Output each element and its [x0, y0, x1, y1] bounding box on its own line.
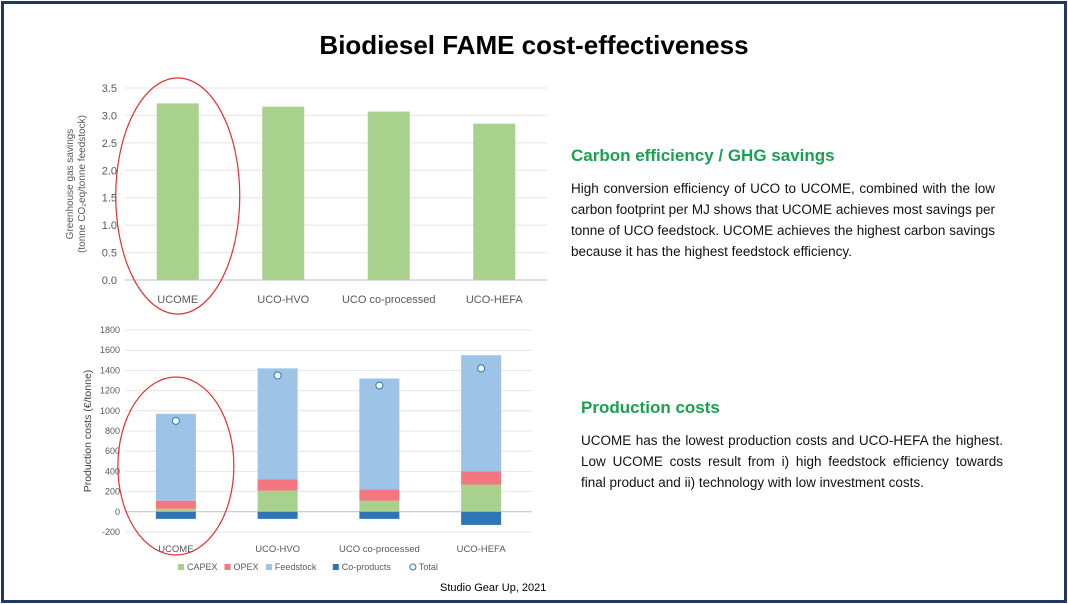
bar-segment-capex [257, 490, 298, 512]
legend-swatch [265, 564, 272, 570]
legend-item: OPEX [234, 562, 259, 572]
legend-swatch [178, 564, 184, 570]
total-marker [477, 364, 486, 373]
ghg-savings-chart: 0.0 0.5 1.0 1.5 2.0 2.5 3.0 3.5 UCOME UCO-HVO UCO … [65, 77, 547, 315]
y-tick-label: 3.5 [102, 83, 117, 95]
x-tick-label: UCO co-processed [339, 544, 420, 555]
bar-segment-feedstock [461, 355, 502, 472]
bar-segment-capex [359, 500, 400, 512]
bar-segment-opex [155, 500, 196, 509]
y-tick-label: 1600 [100, 345, 120, 355]
bar-segment-capex [461, 484, 502, 512]
legend-item: CAPEX [187, 562, 218, 572]
y-tick-label: 0.0 [102, 275, 117, 287]
bar-segment-co-products [257, 511, 298, 519]
legend-swatch [409, 563, 417, 571]
x-tick-label: UCOME [157, 294, 198, 306]
legend-item: Total [419, 562, 438, 572]
y-tick-label: 0 [115, 507, 120, 517]
bar-segment-co-products [155, 511, 196, 519]
total-marker [273, 371, 282, 380]
y-tick-label: 1.0 [102, 220, 117, 232]
legend-swatch [224, 564, 231, 570]
y-tick-label: 800 [105, 426, 120, 436]
y-tick-label: 1800 [100, 325, 120, 335]
bar-segment-co-products [359, 511, 400, 519]
highlight-circle [117, 376, 235, 556]
highlight-circle [115, 77, 241, 315]
bar-segment-feedstock [257, 368, 298, 480]
carbon-efficiency-text: High conversion efficiency of UCO to UCO… [571, 181, 995, 259]
legend-swatch [332, 564, 339, 570]
y-tick-label: 400 [105, 466, 120, 476]
bar-uco-hefa [473, 123, 516, 281]
y-tick-label: 2.5 [102, 138, 117, 150]
y-tick-label: 1.5 [102, 193, 117, 205]
x-tick-label: UCO-HVO [255, 544, 300, 555]
bar-segment-opex [461, 471, 502, 485]
bar-uco-co-processed [367, 111, 410, 281]
bar-uco-hvo [262, 106, 305, 280]
x-tick-label: UCO-HVO [257, 294, 309, 306]
slide-title: Biodiesel FAME cost-effectiveness [319, 30, 749, 60]
y-tick-label: 1200 [100, 386, 120, 396]
y-axis-label: Production costs (€/tonne) [82, 370, 94, 493]
y-tick-label: -200 [102, 527, 120, 537]
y-tick-label: 3.0 [102, 110, 117, 122]
legend-item: Co-products [342, 562, 392, 572]
y-tick-label: 2.0 [102, 165, 117, 177]
bar-ucome [156, 103, 199, 280]
bar-segment-opex [359, 489, 400, 501]
bar-segment-opex [257, 479, 298, 491]
bar-segment-feedstock [155, 413, 196, 501]
bar-segment-co-products [461, 511, 502, 525]
y-tick-label: 1400 [100, 365, 120, 375]
total-marker [171, 416, 180, 425]
production-costs-chart: -200 0 200 400 600 800 1000 1200 1400 1600 1800 UCO… [82, 325, 532, 572]
y-tick-label: 0.5 [102, 248, 117, 260]
carbon-efficiency-heading: Carbon efficiency / GHG savings [571, 146, 835, 165]
production-costs-text: UCOME has the lowest production costs an… [581, 433, 1003, 490]
y-axis-label-unit: (tonne CO₂eq/tonne feedstock) [77, 115, 88, 253]
y-tick-label: 600 [105, 446, 120, 456]
x-tick-label: UCO-HEFA [457, 544, 507, 555]
x-tick-label: UCO-HEFA [466, 294, 524, 306]
bar-segment-feedstock [359, 378, 400, 490]
x-tick-label: UCO co-processed [342, 294, 436, 306]
y-tick-label: 200 [105, 487, 120, 497]
credit-text: Studio Gear Up, 2021 [440, 582, 547, 594]
x-tick-label: UCOME [158, 544, 193, 555]
bar-segment-capex [155, 508, 196, 512]
legend-item: Feedstock [275, 562, 317, 572]
y-axis-label: Greenhouse gas savings [65, 129, 76, 240]
production-costs-heading: Production costs [581, 398, 720, 417]
y-tick-label: 1000 [100, 406, 120, 416]
total-marker [375, 381, 384, 390]
